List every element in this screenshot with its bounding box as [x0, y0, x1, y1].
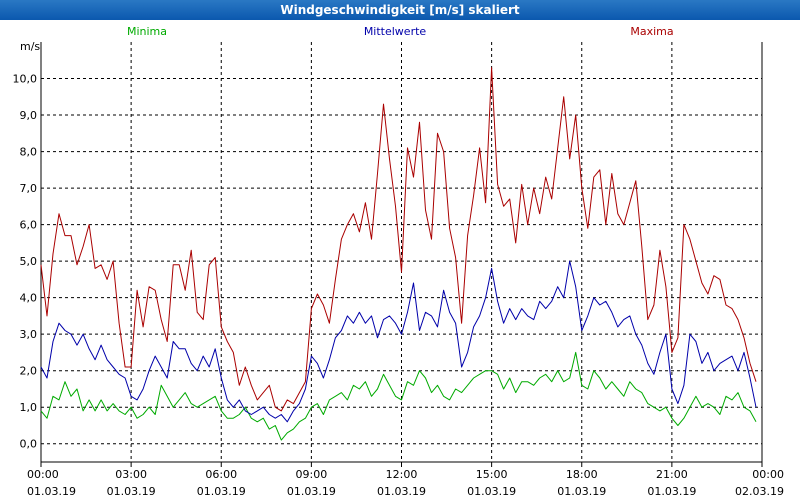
x-tick-label-date: 01.03.19	[197, 485, 246, 498]
x-tick-label-date: 01.03.19	[647, 485, 696, 498]
x-tick-label-date: 01.03.19	[377, 485, 426, 498]
y-tick-label: 3,0	[20, 328, 38, 341]
x-tick-label-time: 15:00	[476, 468, 508, 481]
series-line-minima	[40, 351, 757, 441]
x-tick-label-date: 01.03.19	[27, 485, 76, 498]
x-tick-label-date: 01.03.19	[557, 485, 606, 498]
y-tick-label: 2,0	[20, 365, 38, 378]
x-tick-label-time: 00:00	[752, 468, 784, 481]
y-tick-label: 4,0	[20, 292, 38, 305]
x-tick-label-time: 00:00	[27, 468, 59, 481]
x-tick-label-date: 01.03.19	[467, 485, 516, 498]
x-tick-label-date: 01.03.19	[287, 485, 336, 498]
y-tick-label: 10,0	[13, 73, 38, 86]
x-tick-label-date: 01.03.19	[107, 485, 156, 498]
x-tick-label-time: 09:00	[296, 468, 328, 481]
x-tick-label-time: 12:00	[386, 468, 418, 481]
legend-minima: Minima	[127, 25, 167, 38]
y-tick-label: 0,0	[20, 438, 38, 451]
y-tick-label: 6,0	[20, 219, 38, 232]
legend-mittelwerte: Mittelwerte	[364, 25, 427, 38]
chart-svg: 0,0 1,0 2,0 3,0 4,0 5,0 6,0 7,0 8,0 9,0 10,0 00:00 0…	[13, 25, 785, 498]
x-tick-label-time: 03:00	[115, 468, 147, 481]
y-tick-label: 9,0	[20, 109, 38, 122]
x-tick-label-date: 02.03.19	[735, 485, 784, 498]
y-tick-label: 7,0	[20, 182, 38, 195]
chart-title: Windgeschwindigkeit [m/s] skaliert	[0, 0, 800, 20]
x-tick-label-time: 21:00	[656, 468, 688, 481]
x-tick-label-time: 06:00	[205, 468, 237, 481]
legend-maxima: Maxima	[630, 25, 673, 38]
x-tick-label-time: 18:00	[566, 468, 598, 481]
y-tick-label: 1,0	[20, 401, 38, 414]
y-axis-label: m/s	[20, 40, 40, 53]
y-tick-label: 8,0	[20, 146, 38, 159]
y-tick-label: 5,0	[20, 255, 38, 268]
series-line-maxima	[40, 67, 757, 412]
series-line-mittelwerte	[40, 260, 757, 423]
